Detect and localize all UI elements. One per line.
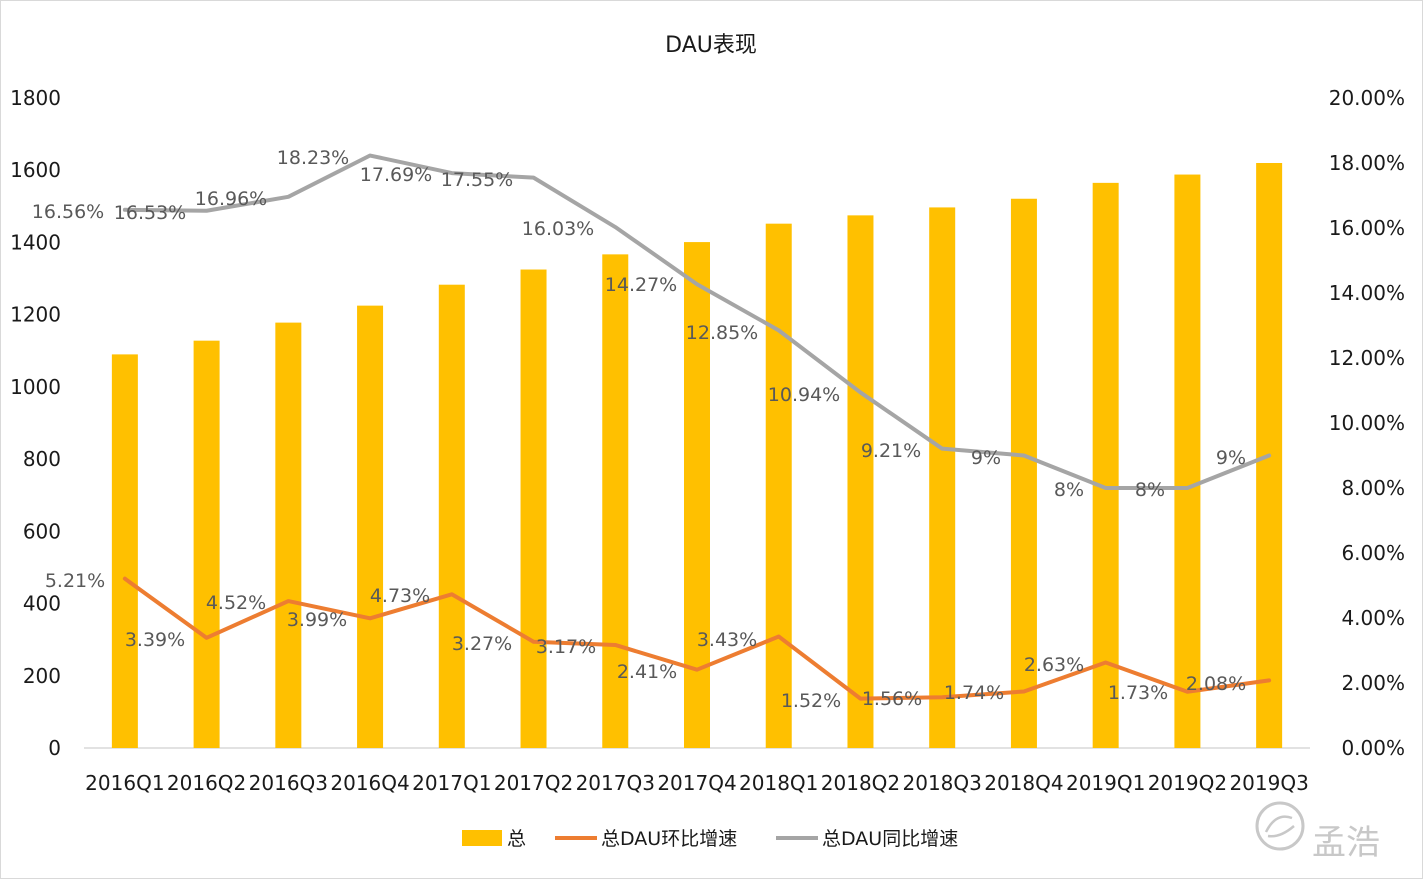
- data-label: 12.85%: [686, 322, 758, 344]
- data-label: 9%: [1216, 447, 1246, 469]
- right-tick-label: 10.00%: [1329, 411, 1405, 435]
- bar: [929, 207, 956, 748]
- left-tick-label: 1800: [10, 86, 61, 110]
- bar: [1092, 182, 1119, 749]
- x-tick-label: 2018Q2: [821, 771, 900, 795]
- x-tick-label: 2016Q2: [167, 771, 246, 795]
- right-tick-label: 16.00%: [1329, 216, 1405, 240]
- watermark-logo-icon: [1255, 801, 1305, 851]
- left-tick-label: 800: [23, 447, 61, 471]
- data-label: 3.39%: [125, 629, 185, 651]
- line-yoy-growth: [122, 153, 1272, 490]
- data-label: 10.94%: [768, 384, 840, 406]
- data-label: 8%: [1054, 479, 1084, 501]
- right-tick-label: 20.00%: [1329, 86, 1405, 110]
- right-tick-label: 0.00%: [1341, 736, 1405, 760]
- legend-label-total: 总: [507, 828, 526, 850]
- data-label: 4.73%: [370, 585, 430, 607]
- data-label: 3.27%: [452, 633, 512, 655]
- bar: [357, 305, 384, 748]
- line-qoq-growth: [122, 576, 1272, 701]
- bar: [765, 223, 792, 748]
- x-tick-label: 2019Q2: [1148, 771, 1227, 795]
- data-label: 8%: [1135, 479, 1165, 501]
- x-tick-label: 2016Q1: [85, 771, 164, 795]
- x-tick-label: 2019Q3: [1229, 771, 1308, 795]
- x-tick-label: 2018Q3: [903, 771, 982, 795]
- x-tick-label: 2017Q2: [494, 771, 573, 795]
- data-label: 3.43%: [697, 629, 757, 651]
- left-tick-label: 200: [23, 664, 61, 688]
- watermark: 孟浩: [1255, 801, 1380, 863]
- x-axis-labels: 2016Q1 2016Q2 2016Q3 2016Q4 2017Q1 2017Q2 2017…: [85, 771, 1309, 795]
- data-label: 3.17%: [536, 636, 596, 658]
- legend: 总 总DAU环比增速 总DAU同比增速: [462, 828, 958, 850]
- data-label: 3.99%: [287, 609, 347, 631]
- x-tick-label: 2017Q3: [576, 771, 655, 795]
- data-label: 18.23%: [277, 147, 349, 169]
- data-label: 17.69%: [360, 164, 432, 186]
- bar: [1174, 174, 1201, 749]
- data-label: 2.63%: [1024, 654, 1084, 676]
- legend-label-qoq: 总DAU环比增速: [601, 828, 737, 850]
- bar: [193, 340, 220, 748]
- left-tick-label: 1200: [10, 303, 61, 327]
- watermark-text: 孟浩: [1312, 823, 1380, 863]
- right-tick-label: 4.00%: [1341, 606, 1405, 630]
- data-label: 9%: [971, 447, 1001, 469]
- x-tick-label: 2019Q1: [1066, 771, 1145, 795]
- data-label: 1.52%: [781, 690, 841, 712]
- data-label: 1.73%: [1108, 682, 1168, 704]
- bar: [520, 269, 547, 748]
- chart-title: DAU表现: [665, 33, 757, 58]
- left-y-axis: 0 200 400 600 800 1000 1200 1400 1600 1800: [10, 86, 61, 760]
- data-label: 16.03%: [522, 218, 594, 240]
- x-tick-label: 2017Q1: [412, 771, 491, 795]
- bar-series-total: [111, 163, 1283, 749]
- data-label: 16.96%: [195, 188, 267, 210]
- right-y-axis: 0.00% 2.00% 4.00% 6.00% 8.00% 10.00% 12.00% 14.…: [1329, 86, 1405, 760]
- legend-swatch-total: [462, 830, 502, 846]
- data-label: 2.08%: [1186, 673, 1246, 695]
- data-label: 1.56%: [862, 688, 922, 710]
- data-label: 16.56%: [32, 201, 104, 223]
- bar: [684, 242, 710, 749]
- x-tick-label: 2018Q4: [984, 771, 1063, 795]
- left-tick-label: 1400: [10, 230, 61, 254]
- data-label: 4.52%: [206, 592, 266, 614]
- data-label: 9.21%: [861, 440, 921, 462]
- data-label: 17.55%: [441, 169, 513, 191]
- bar: [275, 322, 302, 748]
- x-tick-label: 2017Q4: [657, 771, 736, 795]
- right-tick-label: 2.00%: [1341, 671, 1405, 695]
- x-tick-label: 2016Q4: [330, 771, 409, 795]
- legend-label-yoy: 总DAU同比增速: [822, 828, 958, 850]
- bar: [111, 354, 138, 748]
- left-tick-label: 1000: [10, 375, 61, 399]
- bar: [602, 254, 629, 748]
- left-tick-label: 600: [23, 519, 61, 543]
- data-label: 1.74%: [944, 682, 1004, 704]
- x-tick-label: 2016Q3: [249, 771, 328, 795]
- left-tick-label: 0: [48, 736, 61, 760]
- right-tick-label: 14.00%: [1329, 281, 1405, 305]
- data-label: 16.53%: [114, 202, 186, 224]
- x-tick-label: 2018Q1: [739, 771, 818, 795]
- right-tick-label: 8.00%: [1341, 476, 1405, 500]
- left-tick-label: 1600: [10, 158, 61, 182]
- right-tick-label: 12.00%: [1329, 346, 1405, 370]
- data-label: 2.41%: [617, 661, 677, 683]
- bar: [1010, 198, 1037, 748]
- bar: [847, 215, 874, 749]
- left-tick-label: 400: [23, 592, 61, 616]
- line-series: 16.56% 16.53% 16.96% 18.23% 17.69% 17.55% 16.0…: [32, 147, 1272, 712]
- data-label: 5.21%: [45, 570, 105, 592]
- bar: [438, 284, 465, 748]
- right-tick-label: 6.00%: [1341, 541, 1405, 565]
- right-tick-label: 18.00%: [1329, 151, 1405, 175]
- data-label: 14.27%: [605, 274, 677, 296]
